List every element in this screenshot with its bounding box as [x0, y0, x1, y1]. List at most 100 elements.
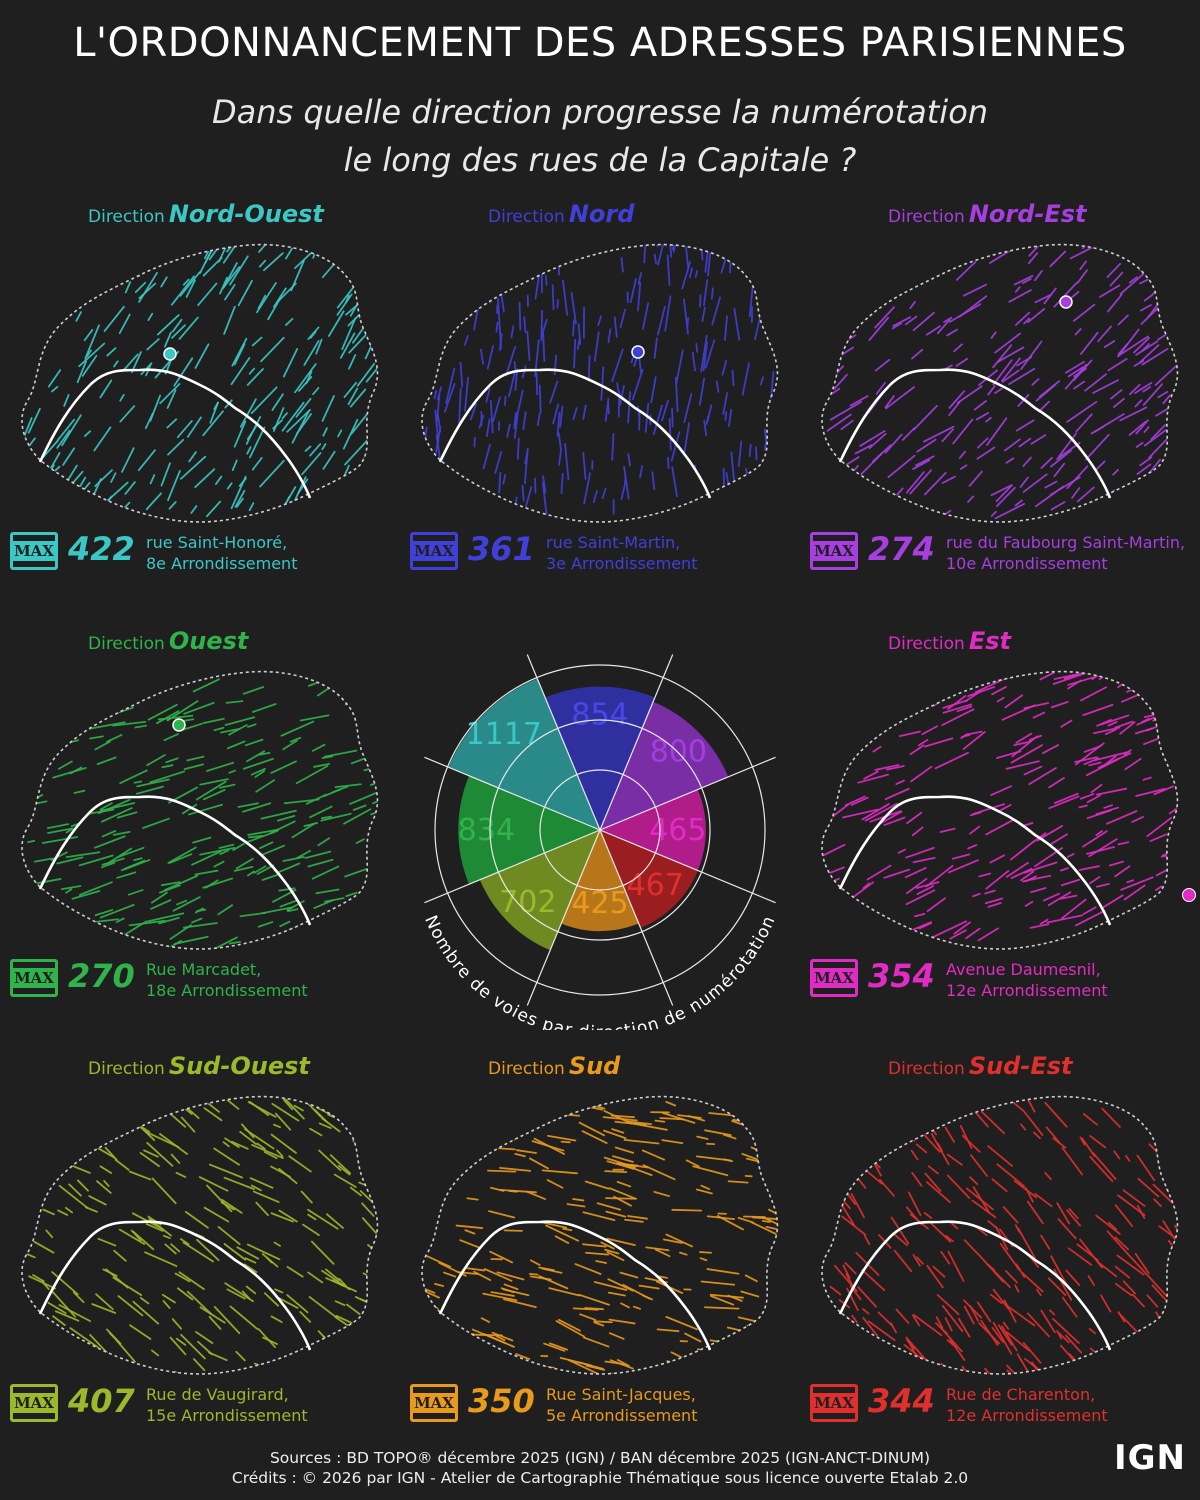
- direction-heading: Direction Sud-Est: [888, 1052, 1072, 1080]
- rose-spoke-3: [599, 829, 776, 904]
- street-segments: [823, 1096, 1178, 1374]
- street-segments: [821, 671, 1178, 949]
- rose-grid-circle-2: [434, 664, 766, 996]
- direction-prefix: Direction: [888, 1059, 965, 1079]
- seine-river: [38, 368, 312, 499]
- paris-map: [21, 670, 379, 950]
- seine-river: [438, 1220, 712, 1351]
- street-name: Rue Marcadet,: [146, 960, 262, 979]
- rose-spoke-2: [599, 756, 776, 831]
- max-location-marker-est: [1182, 888, 1196, 902]
- max-number: 407: [68, 1382, 135, 1420]
- street-segments: [421, 1096, 778, 1374]
- max-street: rue Saint-Martin, 3e Arrondissement: [546, 532, 697, 574]
- max-street: Rue Marcadet, 18e Arrondissement: [146, 959, 308, 1001]
- max-number: 270: [68, 957, 135, 995]
- rose-spoke-5: [526, 829, 601, 1006]
- max-badge: MAX: [810, 532, 858, 570]
- direction-name: Sud-Est: [968, 1052, 1073, 1080]
- arrondissement: 5e Arrondissement: [546, 1406, 698, 1425]
- max-badge: MAX: [810, 1384, 858, 1422]
- street-name: Rue de Charenton,: [946, 1385, 1096, 1404]
- page-title: L'ORDONNANCEMENT DES ADRESSES PARISIENNE…: [73, 20, 1127, 66]
- street-name: rue Saint-Honoré,: [146, 533, 288, 552]
- max-number: 274: [868, 530, 935, 568]
- rose-value-label-7: 1117: [466, 717, 542, 752]
- max-badge: MAX: [410, 1384, 458, 1422]
- panel-est: Direction Est MAX 354 Avenue Daumesnil, 12e A…: [800, 627, 1200, 1027]
- max-badge: MAX: [10, 532, 58, 570]
- direction-heading: Direction Nord-Est: [888, 200, 1087, 228]
- arrondissement: 12e Arrondissement: [946, 981, 1108, 1000]
- max-badge: MAX: [10, 959, 58, 997]
- seine-river: [838, 368, 1112, 499]
- panel-nord-est: Direction Nord-Est MAX 274 rue du Faubourg S…: [800, 200, 1200, 600]
- seine-river: [838, 1220, 1112, 1351]
- max-street: Rue Saint-Jacques, 5e Arrondissement: [546, 1384, 697, 1426]
- max-badge-label: MAX: [11, 1393, 57, 1413]
- rose-value-label-0: 854: [571, 698, 628, 733]
- max-badge-label: MAX: [11, 541, 57, 561]
- rose-spoke-4: [599, 829, 674, 1006]
- rose-sector-2: [600, 789, 706, 871]
- footer-sources: Sources : BD TOPO® décembre 2025 (IGN) /…: [269, 1449, 931, 1467]
- street-segments: [21, 244, 378, 522]
- direction-prefix: Direction: [88, 207, 165, 227]
- max-street: Rue de Charenton, 12e Arrondissement: [946, 1384, 1108, 1426]
- max-street: Avenue Daumesnil, 12e Arrondissement: [946, 959, 1108, 1001]
- direction-name: Est: [968, 627, 1011, 655]
- panel-sud-est: Direction Sud-Est MAX 344 Rue de Charenton, 1…: [800, 1052, 1200, 1452]
- rose-sector-1: [600, 701, 729, 830]
- direction-prefix: Direction: [88, 1059, 165, 1079]
- arrondissement: 3e Arrondissement: [546, 554, 698, 573]
- rose-sector-0: [545, 686, 655, 830]
- direction-heading: Direction Sud-Ouest: [88, 1052, 310, 1080]
- street-name: Avenue Daumesnil,: [946, 960, 1101, 979]
- max-number: 350: [468, 1382, 535, 1420]
- paris-map: [821, 243, 1179, 523]
- direction-name: Sud-Ouest: [168, 1052, 310, 1080]
- footer: Sources : BD TOPO® décembre 2025 (IGN) /…: [0, 1448, 1200, 1488]
- max-location-marker: [172, 718, 186, 732]
- arrondissement: 18e Arrondissement: [146, 981, 308, 1000]
- max-street: rue Saint-Honoré, 8e Arrondissement: [146, 532, 297, 574]
- paris-boundary: [821, 243, 1179, 523]
- direction-name: Nord: [568, 200, 635, 228]
- rose-sector-7: [448, 678, 600, 830]
- direction-heading: Direction Sud: [488, 1052, 620, 1080]
- direction-name: Nord-Ouest: [168, 200, 324, 228]
- max-badge-label: MAX: [11, 968, 57, 988]
- max-badge-label: MAX: [811, 968, 857, 988]
- street-name: rue du Faubourg Saint-Martin,: [946, 533, 1186, 552]
- direction-heading: Direction Nord: [488, 200, 634, 228]
- direction-heading: Direction Ouest: [88, 627, 248, 655]
- seine-river: [38, 795, 312, 926]
- direction-name: Ouest: [168, 627, 249, 655]
- max-badge-label: MAX: [411, 541, 457, 561]
- street-segments: [421, 244, 778, 522]
- paris-boundary: [421, 1095, 779, 1375]
- paris-map: [21, 1095, 379, 1375]
- rose-spoke-6: [424, 829, 601, 904]
- max-number: 354: [868, 957, 935, 995]
- arrondissement: 12e Arrondissement: [946, 1406, 1108, 1425]
- max-street: rue du Faubourg Saint-Martin, 10e Arrondi…: [946, 532, 1185, 574]
- max-street: Rue de Vaugirard, 15e Arrondissement: [146, 1384, 308, 1426]
- max-badge-label: MAX: [411, 1393, 457, 1413]
- rose-sector-5: [479, 830, 600, 951]
- footer-credits: Crédits : © 2026 par IGN - Atelier de Ca…: [231, 1469, 969, 1487]
- rose-value-label-6: 834: [458, 813, 515, 848]
- panel-sud-ouest: Direction Sud-Ouest MAX 407 Rue de Vaugirard…: [0, 1052, 400, 1452]
- max-number: 422: [68, 530, 135, 568]
- paris-map: [821, 1095, 1179, 1375]
- street-name: Rue de Vaugirard,: [146, 1385, 289, 1404]
- max-badge: MAX: [10, 1384, 58, 1422]
- ign-logo: IGN: [1114, 1438, 1187, 1478]
- panel-ouest: Direction Ouest MAX 270 Rue Marcadet, 18e Arr…: [0, 627, 400, 1027]
- max-location-marker: [163, 347, 177, 361]
- max-badge-label: MAX: [811, 1393, 857, 1413]
- max-number: 361: [468, 530, 535, 568]
- page-subtitle: Dans quelle direction progresse la numér…: [0, 88, 1200, 184]
- arrondissement: 10e Arrondissement: [946, 554, 1108, 573]
